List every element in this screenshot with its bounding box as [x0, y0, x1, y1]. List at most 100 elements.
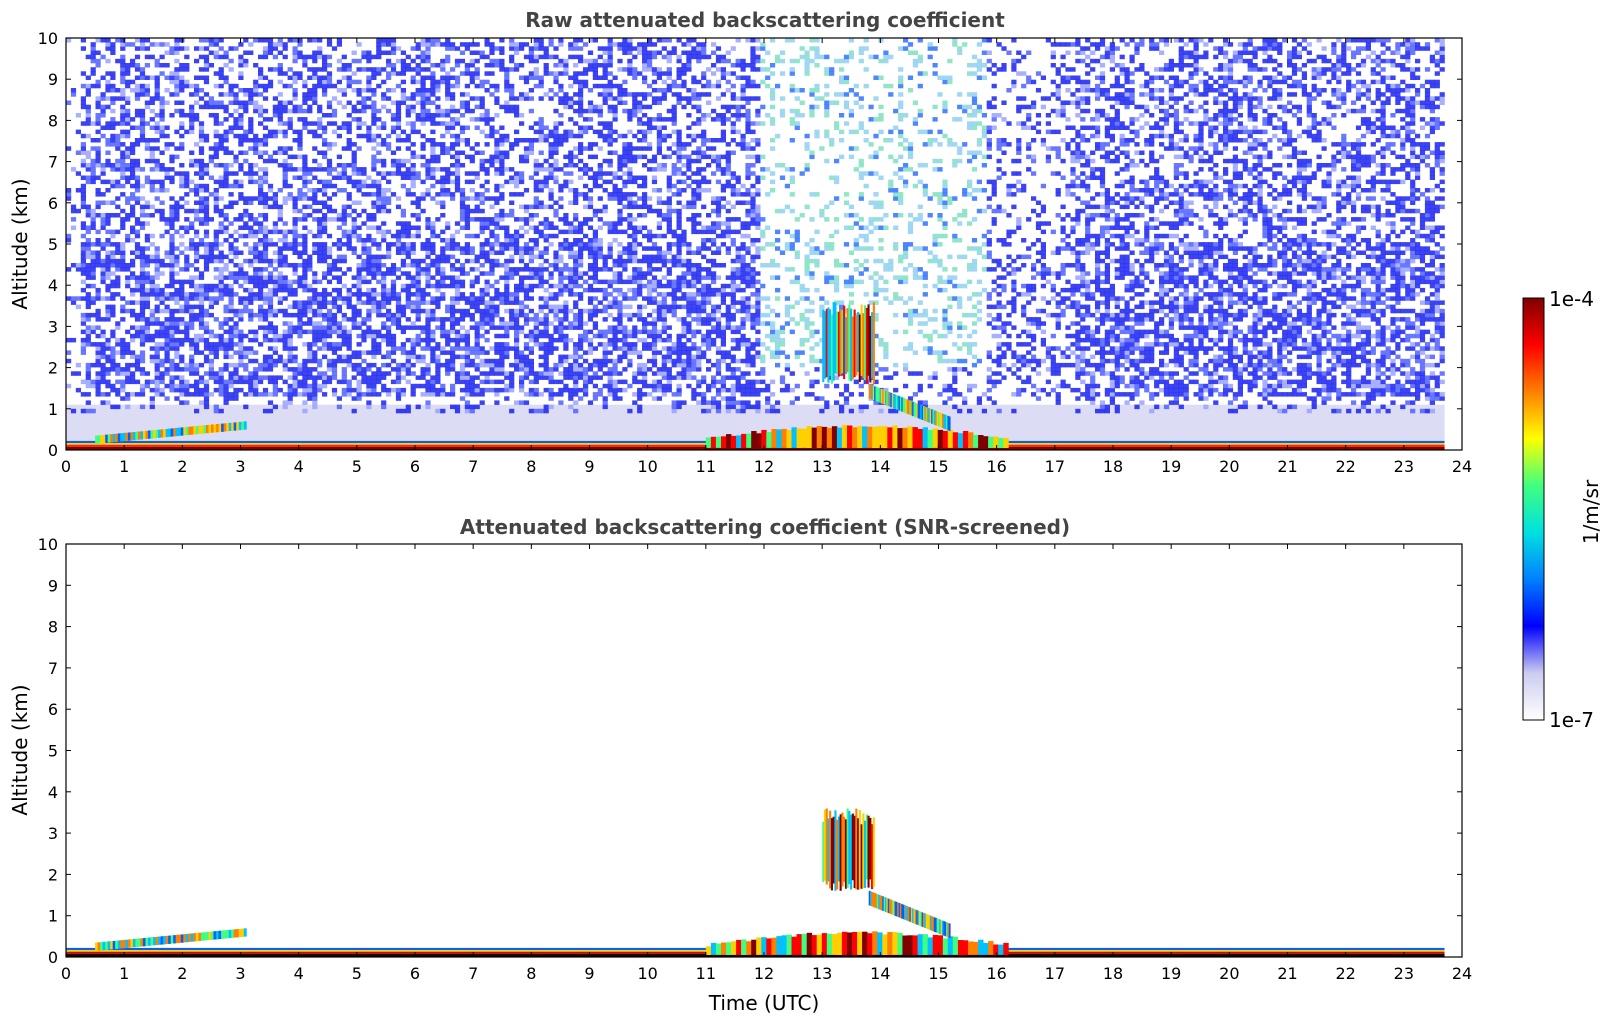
noise-cell — [272, 312, 278, 318]
noise-cell — [208, 217, 214, 222]
noise-cell — [420, 329, 426, 335]
noise-cell — [425, 362, 431, 368]
noise-cell — [538, 163, 544, 168]
noise-cell — [405, 367, 411, 372]
noise-cell — [464, 108, 470, 114]
noise-cell — [386, 229, 392, 235]
noise-cell — [410, 250, 416, 255]
noise-cell — [125, 63, 131, 68]
noise-cell — [85, 208, 91, 214]
noise-cell — [420, 246, 426, 251]
noise-cell — [243, 158, 249, 164]
noise-cell — [587, 88, 594, 93]
noise-cell — [85, 337, 91, 343]
noise-cell — [592, 396, 598, 401]
noise-cell — [435, 317, 441, 322]
noise-cell — [80, 346, 86, 351]
noise-cell — [519, 63, 525, 68]
raw-backscatter-panel: Raw attenuated backscattering coefficien… — [8, 8, 1472, 476]
noise-cell — [95, 100, 101, 105]
noise-cell — [435, 342, 441, 347]
noise-cell — [267, 133, 274, 139]
noise-cell — [110, 108, 116, 114]
noise-cell — [351, 58, 357, 64]
noise-cell — [267, 196, 274, 201]
noise-cell — [194, 246, 200, 251]
noise-cell — [346, 238, 352, 243]
noise-cell — [287, 392, 293, 397]
noise-cell — [420, 50, 426, 55]
noise-cell — [395, 196, 402, 201]
noise-cell — [238, 329, 244, 335]
noise-cell — [120, 208, 126, 214]
noise-cell — [218, 342, 224, 347]
noise-cell — [356, 308, 362, 314]
noise-cell — [282, 104, 288, 110]
noise-cell — [583, 350, 589, 355]
noise-cell — [548, 233, 554, 239]
noise-cell — [203, 308, 210, 314]
noise-cell — [366, 375, 372, 380]
noise-cell — [203, 337, 210, 343]
noise-cell — [371, 133, 377, 139]
noise-cell — [267, 154, 274, 160]
noise-cell — [558, 333, 564, 339]
noise-cell — [356, 254, 362, 260]
noise-cell — [445, 392, 451, 397]
noise-cell — [272, 196, 278, 201]
noise-cell — [479, 200, 485, 205]
noise-cell — [248, 300, 254, 305]
noise-cell — [85, 304, 91, 310]
noise-cell — [110, 358, 116, 364]
noise-cell — [312, 337, 318, 343]
noise-cell — [415, 354, 421, 360]
noise-cell — [218, 183, 224, 189]
noise-cell — [533, 158, 539, 164]
noise-cell — [563, 67, 569, 72]
noise-cell — [366, 387, 372, 393]
noise-cell — [307, 121, 313, 126]
noise-cell — [312, 196, 318, 201]
noise-cell — [454, 138, 461, 143]
noise-cell — [258, 275, 264, 280]
noise-cell — [587, 337, 594, 343]
noise-cell — [130, 146, 136, 151]
noise-cell — [514, 358, 520, 364]
noise-cell — [134, 63, 141, 68]
noise-cell — [489, 379, 495, 385]
noise-cell — [386, 71, 392, 76]
noise-cell — [120, 254, 126, 260]
noise-cell — [474, 404, 480, 410]
noise-cell — [533, 167, 539, 172]
noise-cell — [125, 113, 131, 118]
noise-cell — [484, 217, 490, 222]
noise-cell — [553, 142, 559, 147]
noise-cell — [563, 387, 569, 393]
noise-cell — [134, 279, 141, 285]
noise-cell — [469, 279, 475, 285]
noise-cell — [228, 92, 234, 97]
noise-cell — [484, 242, 490, 247]
noise-cell — [95, 146, 101, 151]
noise-cell — [356, 312, 362, 318]
noise-cell — [563, 263, 569, 268]
noise-cell — [469, 42, 475, 47]
noise-cell — [218, 54, 224, 60]
noise-cell — [248, 250, 254, 255]
noise-cell — [519, 258, 525, 264]
noise-cell — [351, 304, 357, 310]
noise-cell — [543, 267, 549, 272]
noise-cell — [425, 321, 431, 326]
noise-cell — [213, 179, 219, 185]
noise-cell — [450, 404, 456, 410]
noise-cell — [533, 275, 539, 280]
noise-cell — [70, 263, 77, 268]
noise-cell — [80, 100, 86, 105]
noise-cell — [528, 96, 534, 101]
noise-cell — [415, 404, 421, 410]
noise-cell — [381, 163, 387, 168]
noise-cell — [312, 192, 318, 197]
noise-cell — [454, 142, 461, 147]
noise-cell — [125, 283, 131, 289]
noise-cell — [317, 362, 323, 368]
